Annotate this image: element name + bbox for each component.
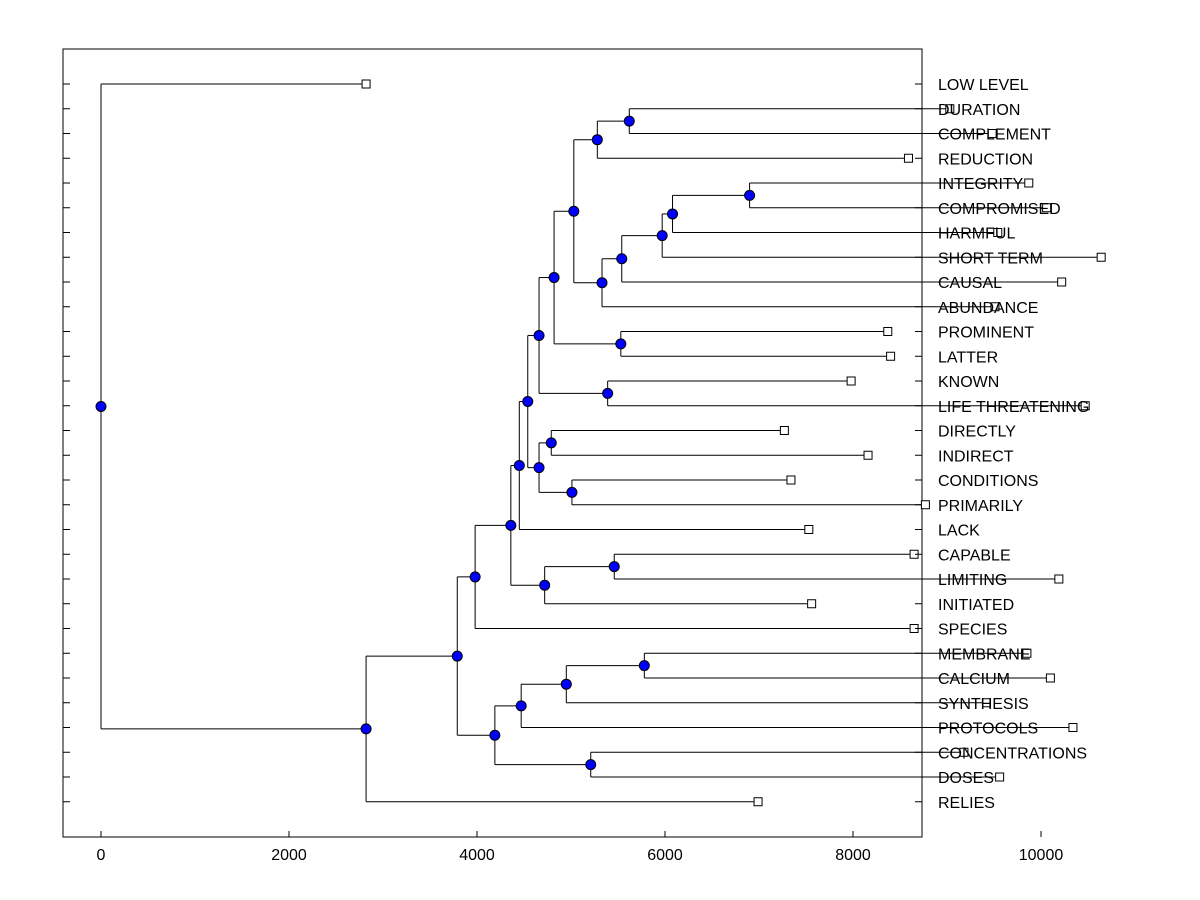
leaf-label: ABUNDANCE [938,300,1038,317]
leaf-label: CONDITIONS [938,473,1038,490]
leaf-marker [993,228,1003,237]
leaf-label: KNOWN [938,374,999,391]
leaf-marker [883,327,893,336]
leaf-marker [1045,673,1055,683]
leaf-marker [1042,203,1052,213]
x-tick-label: 4000 [459,847,495,864]
leaf-label: CAPABLE [938,547,1011,564]
y-axis-ticks [63,83,922,803]
leaf-marker [886,351,896,361]
leaf-marker [1022,648,1032,658]
leaf-label: CONCENTRATIONS [938,745,1087,762]
merge-node-22 [560,678,572,690]
merge-node-17 [608,561,620,573]
leaf-marker [1068,723,1078,732]
leaf-label: CAUSAL [938,275,1002,292]
leaf-label: MEMBRANE [938,646,1030,663]
leaf-marker [995,772,1005,782]
leaf-marker [959,747,969,757]
x-tick-label: 0 [97,847,106,864]
leaf-label: SPECIES [938,622,1007,639]
merge-node-16 [513,460,525,472]
merge-node-10 [602,387,614,399]
leaf-label: LOW LEVEL [938,77,1029,94]
leaf-label: PROMINENT [938,325,1034,342]
merge-node-18 [539,579,551,591]
merge-node-21 [638,660,650,672]
leaf-label: INITIATED [938,597,1014,614]
merge-node-7 [568,205,580,217]
merge-node-24 [585,759,597,771]
leaf-label: INTEGRITY [938,176,1024,193]
merge-node-13 [566,486,578,498]
leaf-label: DURATION [938,102,1020,119]
leaf-marker [1024,178,1034,188]
leaf-marker [863,450,873,460]
merge-node-6 [596,277,608,289]
x-tick-label: 2000 [271,847,307,864]
leaf-marker [846,376,856,386]
leaf-label: COMPROMISED [938,201,1061,218]
leaf-marker [1096,252,1106,262]
merge-node-4 [656,230,668,242]
merge-node-5 [616,253,628,265]
leaf-label: RELIES [938,795,995,812]
merge-node-28 [95,400,107,412]
leaf-marker [1080,401,1090,411]
x-tick-label: 8000 [835,847,871,864]
dendrogram-nodes [95,115,756,771]
leaf-marker [1054,574,1064,584]
leaf-label: HARMFUL [938,226,1015,243]
merge-node-27 [360,723,372,735]
leaf-marker [807,599,817,609]
merge-node-2 [744,189,756,201]
x-tick-label: 6000 [647,847,683,864]
leaf-label: DOSES [938,770,994,787]
leaf-label: CALCIUM [938,671,1010,688]
leaf-label: SHORT TERM [938,250,1043,267]
merge-node-1 [591,134,603,146]
x-axis: 0 2000 4000 6000 8000 10000 [97,831,1064,864]
leaf-marker [903,153,913,163]
merge-node-14 [533,462,545,474]
leaf-marker [990,302,1000,312]
merge-node-12 [545,437,557,449]
plot-area-frame [62,48,923,838]
leaf-label: INDIRECT [938,448,1014,465]
leaf-label: PRIMARILY [938,498,1023,515]
leaf-labels: LOW LEVEL DURATION COMPLEMENT REDUCTION INTE… [938,77,1089,812]
merge-node-26 [451,650,463,662]
leaf-marker [920,500,930,510]
leaf-label: PROTOCOLS [938,721,1038,738]
merge-node-3 [667,208,679,220]
leaf-marker [779,426,789,435]
merge-node-0 [623,115,635,127]
merge-node-25 [489,729,501,741]
leaf-marker [987,129,997,138]
merge-node-9 [548,272,560,284]
leaf-marker [786,475,796,485]
leaf-marker [981,698,991,708]
leaf-marker [361,79,371,89]
merge-node-19 [505,519,517,531]
leaf-label: LIFE THREATENING [938,399,1089,416]
leaf-marker [1057,277,1067,287]
leaf-marker [945,104,955,114]
leaf-label: LACK [938,523,980,540]
leaf-label: LIMITING [938,572,1007,589]
merge-node-11 [533,329,545,341]
merge-node-8 [615,338,627,350]
leaf-label: COMPLEMENT [938,127,1051,144]
merge-node-23 [515,700,527,712]
leaf-marker [804,525,814,534]
x-tick-label: 10000 [1019,847,1064,864]
leaf-label: SYNTHESIS [938,696,1029,713]
leaf-label: LATTER [938,349,998,366]
leaf-label: DIRECTLY [938,424,1016,441]
merge-node-15 [522,396,534,408]
merge-node-20 [469,571,481,583]
leaf-marker [753,797,763,807]
leaf-label: REDUCTION [938,151,1033,168]
